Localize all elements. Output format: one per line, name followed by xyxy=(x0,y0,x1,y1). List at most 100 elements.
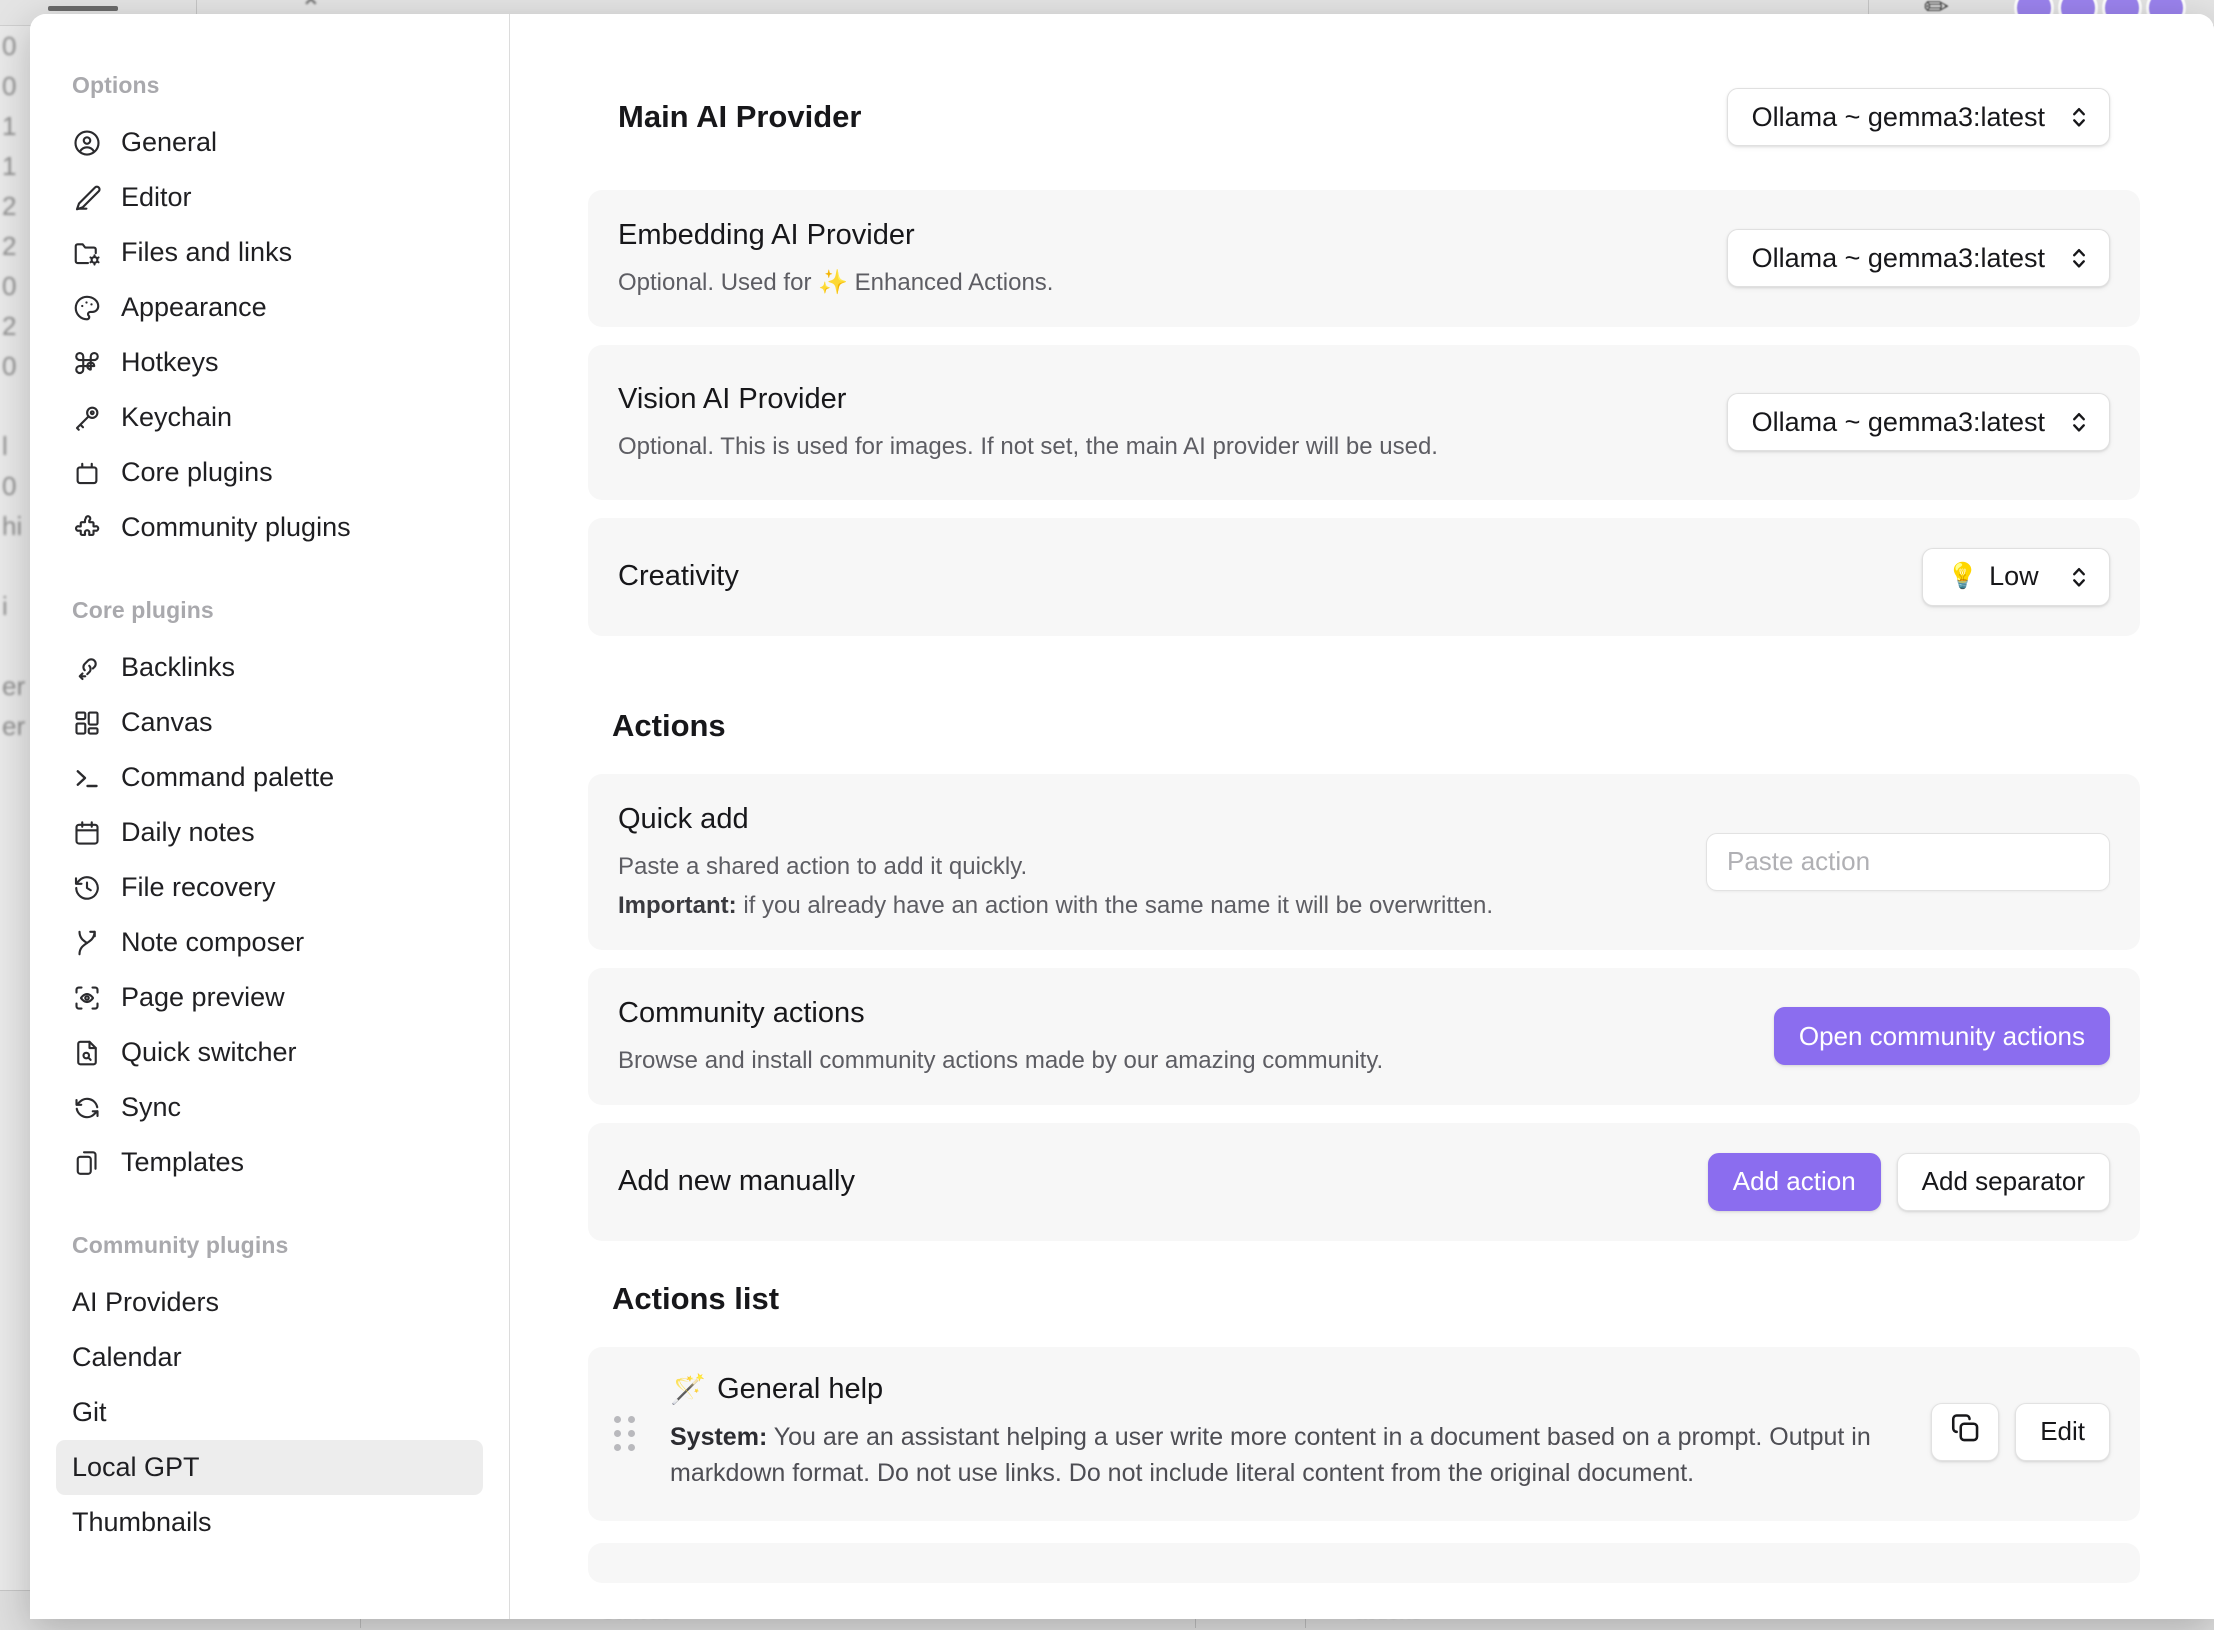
select-value: Ollama ~ gemma3:latest xyxy=(1751,101,2045,132)
setting-controls: Ollama ~ gemma3:latest xyxy=(1726,88,2110,146)
open-community-actions-button[interactable]: Open community actions xyxy=(1773,1007,2110,1066)
sidebar-item-canvas[interactable]: Canvas xyxy=(56,695,483,750)
sidebar-item-label: Backlinks xyxy=(121,652,236,682)
backlink-icon xyxy=(72,653,102,683)
setting-add-new-manually: Add new manually Add action Add separato… xyxy=(588,1122,2140,1241)
sidebar-item-label: Appearance xyxy=(121,292,267,322)
setting-controls xyxy=(1706,832,2110,891)
sidebar-item-label: Templates xyxy=(121,1147,245,1177)
sidebar-item-thumbnails[interactable]: Thumbnails xyxy=(56,1495,483,1550)
sidebar-item-label: Files and links xyxy=(121,237,293,267)
select-value: Ollama ~ gemma3:latest xyxy=(1751,242,2045,273)
folder-cog-icon xyxy=(72,238,102,268)
sidebar-group-title-community-plugins: Community plugins xyxy=(72,1232,289,1258)
settings-sidebar: Options General Editor Files and links A… xyxy=(30,14,510,1619)
palette-icon xyxy=(72,293,102,323)
setting-title: Vision AI Provider xyxy=(618,382,847,415)
sidebar-item-appearance[interactable]: Appearance xyxy=(56,280,483,335)
sidebar-group-title-options: Options xyxy=(72,72,160,98)
sidebar-item-quick-switcher[interactable]: Quick switcher xyxy=(56,1025,483,1080)
sidebar-item-label: Core plugins xyxy=(121,457,273,487)
sidebar-item-hotkeys[interactable]: Hotkeys xyxy=(56,335,483,390)
sidebar-item-label: File recovery xyxy=(121,872,276,902)
setting-info: Community actions Browse and install com… xyxy=(618,994,1383,1079)
sidebar-item-label: Thumbnails xyxy=(72,1507,212,1537)
sidebar-item-templates[interactable]: Templates xyxy=(56,1135,483,1190)
sidebar-item-files-and-links[interactable]: Files and links xyxy=(56,225,483,280)
drag-handle-icon[interactable] xyxy=(614,1416,640,1452)
copy-icon xyxy=(1948,1411,1982,1452)
sidebar-item-sync[interactable]: Sync xyxy=(56,1080,483,1135)
pencil-icon xyxy=(72,183,102,213)
sidebar-group-title-core-plugins: Core plugins xyxy=(72,597,214,623)
sidebar-item-general[interactable]: General xyxy=(56,115,483,170)
sidebar-item-keychain[interactable]: Keychain xyxy=(56,390,483,445)
setting-embedding-ai-provider: Embedding AI Provider Optional. Used for… xyxy=(588,190,2140,327)
setting-title: Embedding AI Provider xyxy=(618,219,915,251)
sidebar-item-label: Quick switcher xyxy=(121,1037,297,1067)
embedding-ai-provider-select[interactable]: Ollama ~ gemma3:latest xyxy=(1726,229,2110,288)
select-value: Ollama ~ gemma3:latest xyxy=(1751,406,2045,437)
action-list-item[interactable]: 🪄 General help System: You are an assist… xyxy=(588,1346,2140,1522)
background-menu-icon xyxy=(48,6,118,11)
key-icon xyxy=(72,403,102,433)
setting-main-ai-provider: Main AI Provider Ollama ~ gemma3:latest xyxy=(588,62,2140,172)
setting-title: Community actions xyxy=(618,996,865,1029)
merge-icon xyxy=(72,928,102,958)
sidebar-item-backlinks[interactable]: Backlinks xyxy=(56,640,483,695)
sidebar-group-options: Options General Editor Files and links A… xyxy=(56,72,483,555)
sidebar-item-command-palette[interactable]: Command palette xyxy=(56,750,483,805)
action-prompt-label: System: xyxy=(670,1422,768,1451)
sidebar-item-community-plugins[interactable]: Community plugins xyxy=(56,500,483,555)
lightbulb-icon: 💡 xyxy=(1947,562,1979,591)
sidebar-item-note-composer[interactable]: Note composer xyxy=(56,915,483,970)
sidebar-item-label: Keychain xyxy=(121,402,233,432)
sidebar-item-label: Community plugins xyxy=(121,512,351,542)
sidebar-item-daily-notes[interactable]: Daily notes xyxy=(56,805,483,860)
background-left-gutter: 0 0 1 1 2 2 0 2 0 l 0 hi i er er xyxy=(0,26,33,1630)
history-clock-icon xyxy=(72,873,102,903)
eye-scan-icon xyxy=(72,983,102,1013)
action-prompt: System: You are an assistant helping a u… xyxy=(670,1419,1913,1492)
sidebar-item-local-gpt[interactable]: Local GPT xyxy=(56,1440,483,1495)
sidebar-item-label: AI Providers xyxy=(72,1287,220,1317)
chevron-up-down-icon xyxy=(2069,244,2089,272)
plug-icon xyxy=(72,458,102,488)
next-action-item-peek xyxy=(588,1543,2140,1584)
main-ai-provider-select[interactable]: Ollama ~ gemma3:latest xyxy=(1726,88,2110,146)
quick-add-input[interactable] xyxy=(1706,832,2110,891)
sidebar-item-file-recovery[interactable]: File recovery xyxy=(56,860,483,915)
select-value: Low xyxy=(1989,561,2039,592)
sidebar-item-ai-providers[interactable]: AI Providers xyxy=(56,1275,483,1330)
setting-title: Main AI Provider xyxy=(618,99,862,135)
action-prompt-text: You are an assistant helping a user writ… xyxy=(670,1422,1871,1487)
setting-description: Optional. This is used for images. If no… xyxy=(618,433,1438,461)
refresh-icon xyxy=(72,1093,102,1123)
chevron-up-down-icon xyxy=(2069,563,2089,591)
sidebar-item-label: Calendar xyxy=(72,1342,182,1372)
add-action-button[interactable]: Add action xyxy=(1707,1152,1881,1211)
user-circle-icon xyxy=(72,128,102,158)
setting-info: Add new manually xyxy=(618,1162,855,1201)
add-separator-button[interactable]: Add separator xyxy=(1896,1152,2110,1211)
copy-action-button[interactable] xyxy=(1931,1402,2000,1461)
chevron-up-down-icon xyxy=(2069,408,2089,436)
setting-controls: Open community actions xyxy=(1773,1007,2110,1066)
action-title-row: 🪄 General help xyxy=(670,1373,1913,1407)
sidebar-item-label: Command palette xyxy=(121,762,335,792)
sidebar-item-core-plugins[interactable]: Core plugins xyxy=(56,445,483,500)
vision-ai-provider-select[interactable]: Ollama ~ gemma3:latest xyxy=(1726,393,2110,452)
creativity-select[interactable]: 💡 Low xyxy=(1922,547,2110,606)
sidebar-item-editor[interactable]: Editor xyxy=(56,170,483,225)
sidebar-item-page-preview[interactable]: Page preview xyxy=(56,970,483,1025)
important-label: Important: xyxy=(618,891,737,919)
sidebar-group-core-plugins: Core plugins Backlinks Canvas Command pa… xyxy=(56,597,483,1190)
sidebar-item-label: Editor xyxy=(121,182,192,212)
setting-title: Quick add xyxy=(618,802,749,835)
sidebar-item-label: Git xyxy=(72,1397,107,1427)
setting-title: Add new manually xyxy=(618,1165,855,1198)
edit-action-button[interactable]: Edit xyxy=(2015,1402,2110,1461)
sidebar-item-git[interactable]: Git xyxy=(56,1385,483,1440)
setting-quick-add: Quick add Paste a shared action to add i… xyxy=(588,773,2140,950)
sidebar-item-calendar[interactable]: Calendar xyxy=(56,1330,483,1385)
